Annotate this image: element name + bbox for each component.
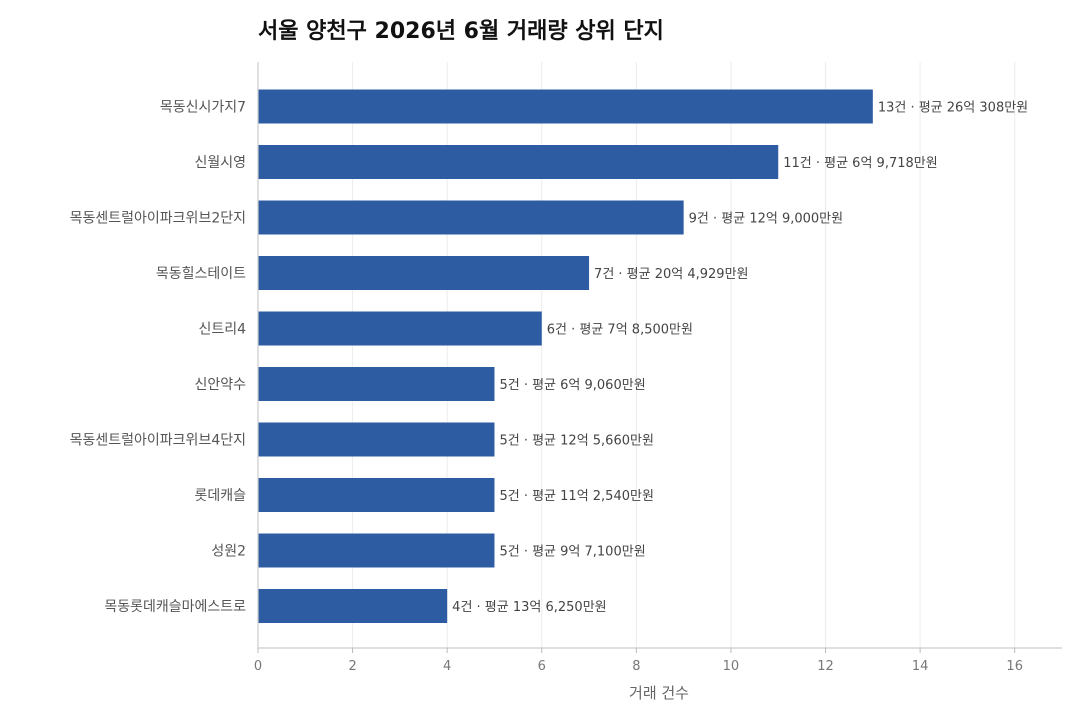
x-axis-title: 거래 건수: [629, 684, 689, 702]
category-label: 목동센트럴아이파크위브2단지: [70, 211, 246, 227]
category-label: 신안약수: [194, 377, 246, 393]
bar: [258, 478, 495, 512]
axis-layer: 0 2 4 6 8 10 12 14 16: [254, 62, 1062, 674]
bar-data-label: 5건 · 평균 11억 2,540만원: [499, 489, 653, 504]
bar: [258, 367, 495, 401]
x-tick-label: 4: [443, 659, 451, 674]
bar: [258, 311, 542, 346]
bar: [258, 422, 495, 457]
bar-data-label: 13건 · 평균 26억 308만원: [878, 101, 1028, 116]
bar-layer: [258, 89, 873, 623]
x-tick-label: 10: [723, 659, 740, 674]
category-label: 목동신시가지7: [160, 100, 246, 116]
x-tick-label: 0: [254, 659, 262, 674]
bar-data-label: 5건 · 평균 6억 9,060만원: [499, 378, 645, 393]
bar: [258, 145, 779, 179]
category-label: 목동힐스테이트: [156, 266, 246, 282]
x-tick-label: 8: [632, 659, 640, 674]
category-label: 신월시영: [194, 155, 246, 171]
bar: [258, 589, 448, 623]
data-label-layer: 13건 · 평균 26억 308만원 11건 · 평균 6억 9,718만원 9건 …: [452, 101, 1028, 616]
x-tick-label: 14: [912, 659, 929, 674]
category-label: 목동센트럴아이파크위브4단지: [70, 433, 246, 449]
bar-data-label: 7건 · 평균 20억 4,929만원: [594, 267, 748, 282]
bar-data-label: 6건 · 평균 7억 8,500만원: [547, 323, 693, 338]
bar-data-label: 5건 · 평균 9억 7,100만원: [499, 545, 645, 560]
category-label: 롯데캐슬: [194, 488, 246, 504]
chart-title: 서울 양천구 2026년 6월 거래량 상위 단지: [258, 19, 664, 44]
bar: [258, 200, 684, 235]
bar-data-label: 4건 · 평균 13억 6,250만원: [452, 600, 606, 615]
bar-data-label: 5건 · 평균 12억 5,660만원: [499, 434, 653, 449]
category-label: 목동롯데캐슬마에스트로: [104, 599, 246, 615]
x-tick-label: 2: [348, 659, 356, 674]
category-label: 신트리4: [198, 322, 246, 338]
x-tick-label: 12: [817, 659, 834, 674]
x-tick-label: 6: [538, 659, 546, 674]
category-label: 성원2: [211, 544, 246, 560]
bar: [258, 89, 873, 124]
x-tick-label: 16: [1006, 659, 1023, 674]
bar-data-label: 11건 · 평균 6억 9,718만원: [783, 156, 937, 171]
bar: [258, 256, 590, 290]
bar: [258, 533, 495, 568]
bar-data-label: 9건 · 평균 12억 9,000만원: [689, 212, 843, 227]
